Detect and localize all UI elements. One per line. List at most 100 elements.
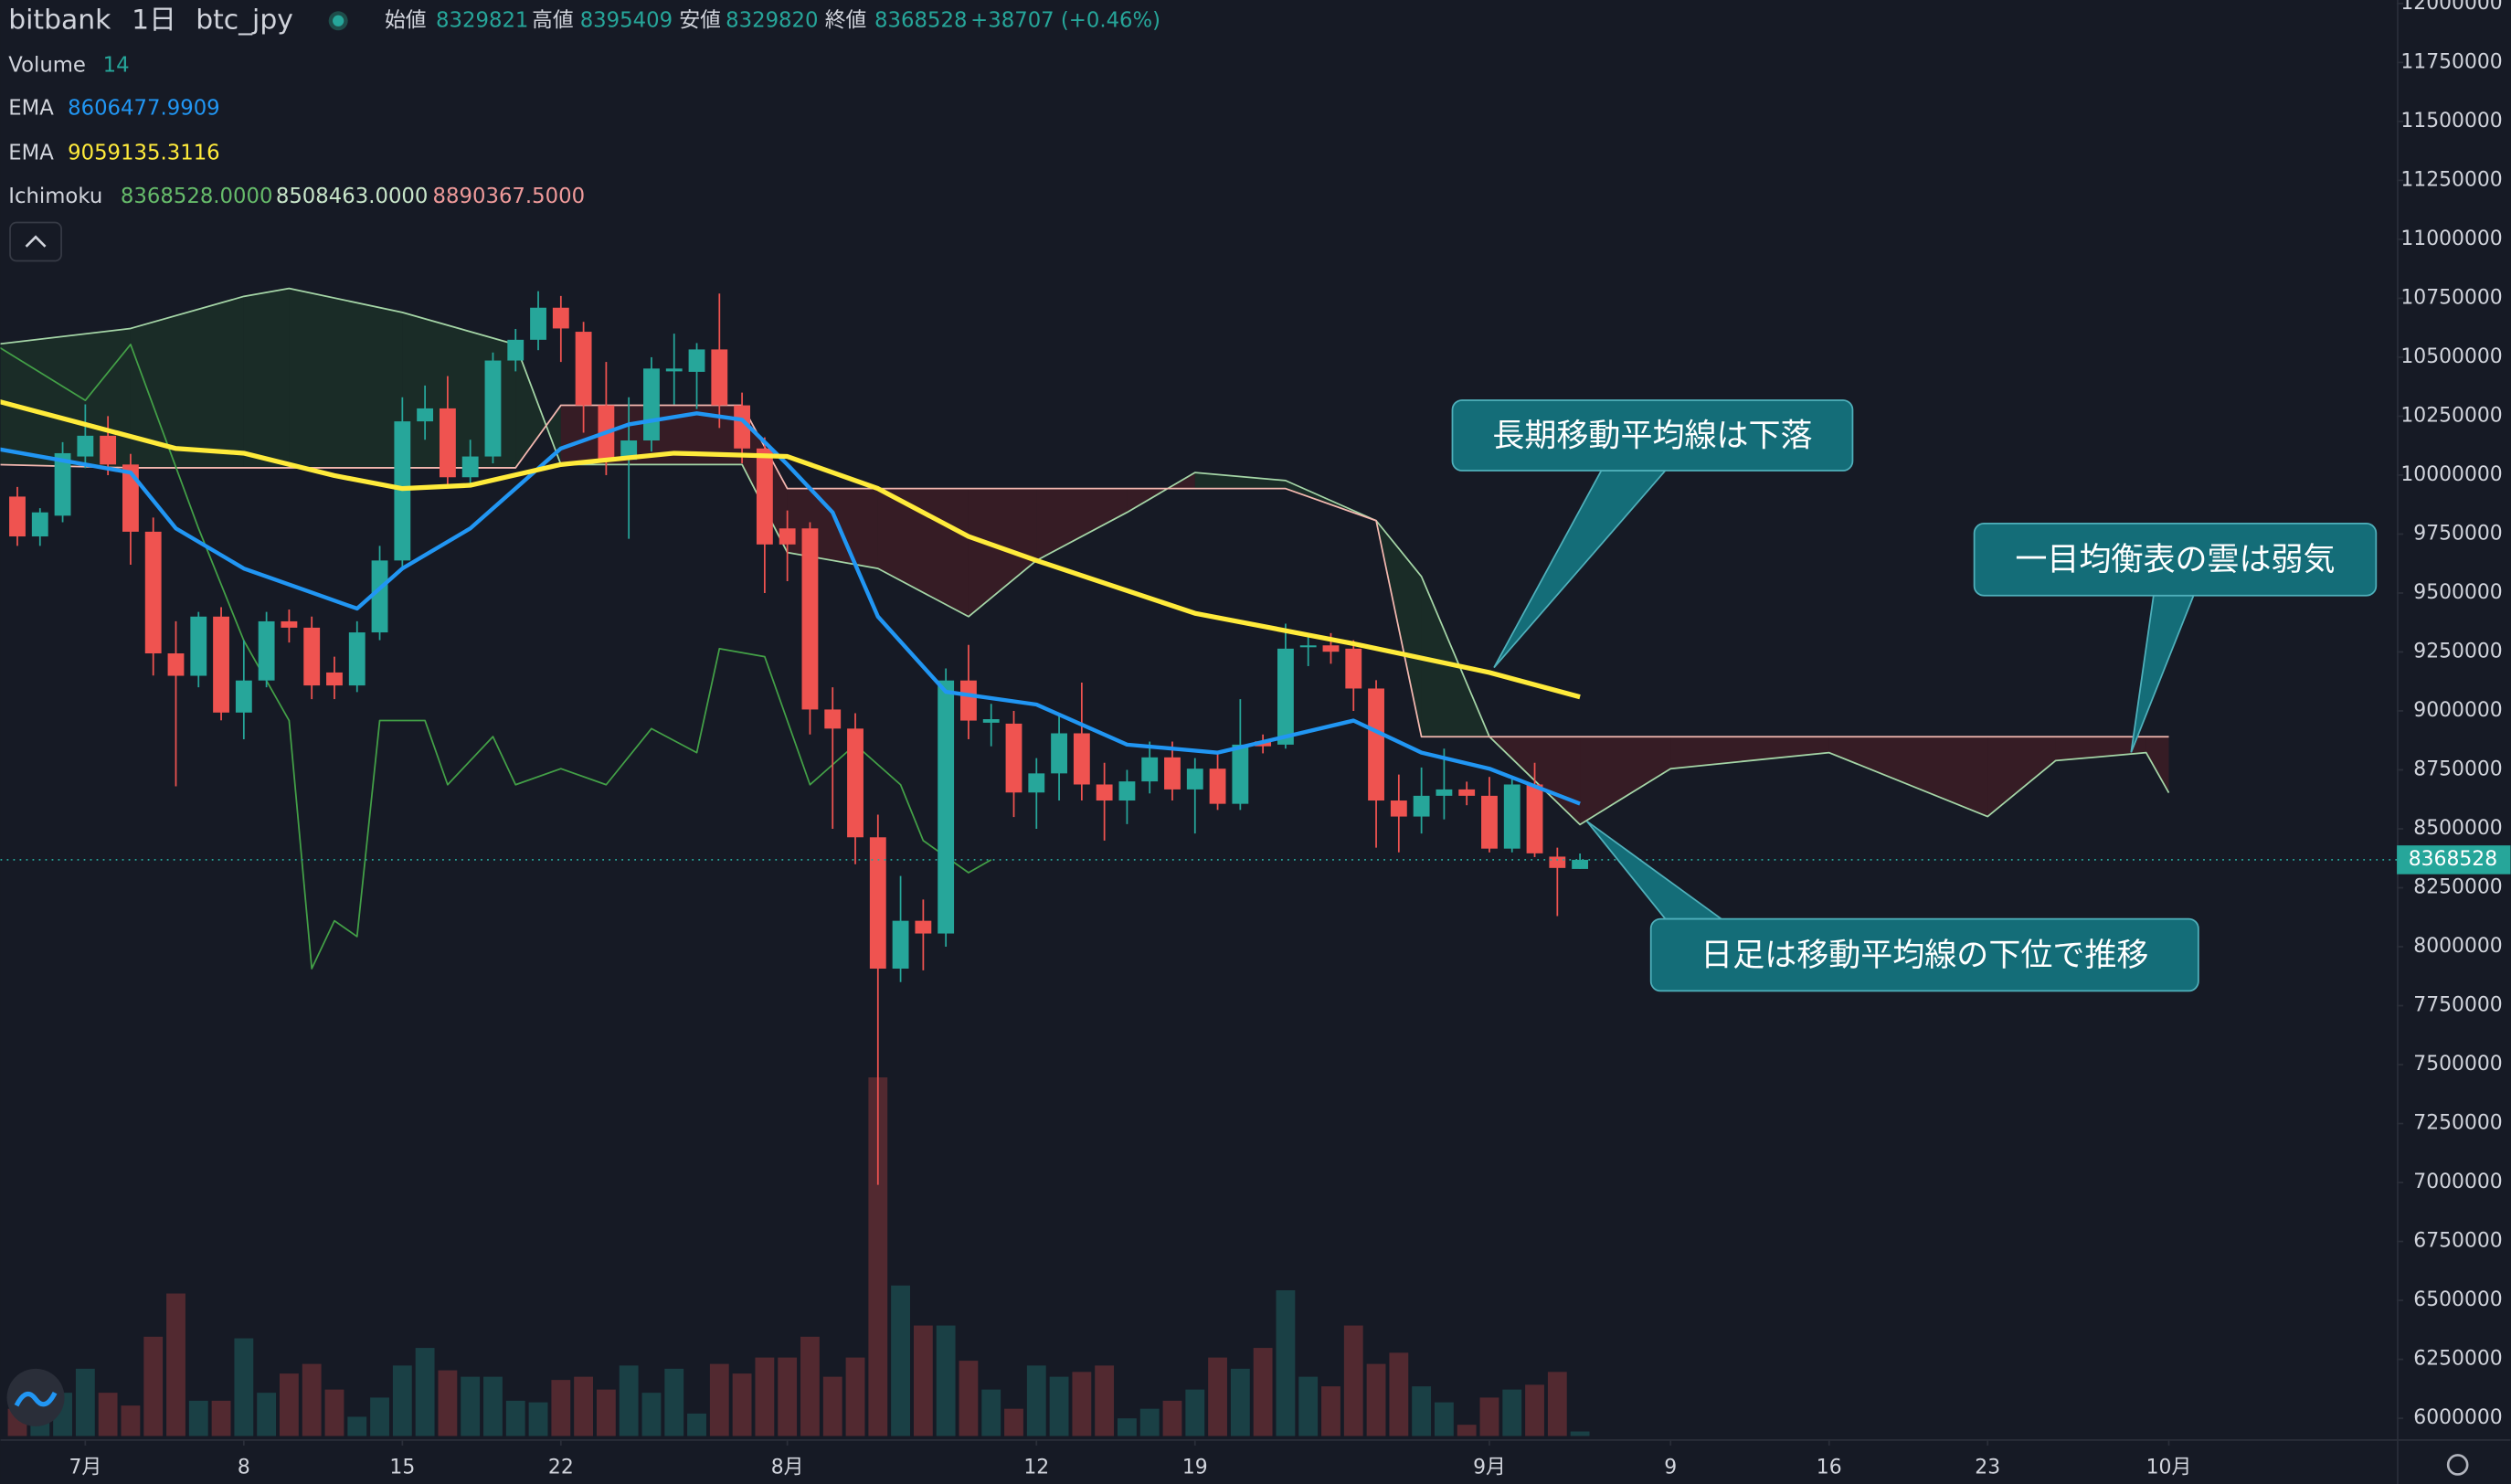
volume-bar xyxy=(302,1363,322,1436)
volume-bar xyxy=(551,1380,571,1436)
volume-bar xyxy=(1412,1386,1432,1436)
candle-body xyxy=(960,680,977,721)
candle-body xyxy=(1164,757,1181,790)
y-tick-label: 11250000 xyxy=(2400,168,2502,191)
indicator-value: 8508463.0000 xyxy=(276,185,429,208)
x-tick-label: 22 xyxy=(548,1456,574,1479)
volume-bar xyxy=(619,1365,639,1436)
volume-bar xyxy=(257,1393,277,1436)
candle-body xyxy=(1232,744,1249,804)
y-tick-label: 11500000 xyxy=(2400,110,2502,132)
candle-body xyxy=(122,464,139,532)
collapse-button[interactable] xyxy=(9,221,62,262)
leading-span-a xyxy=(0,287,2170,826)
candle-body xyxy=(213,616,229,713)
cloud-fill xyxy=(1036,488,1128,561)
interval: 1日 xyxy=(132,4,176,36)
x-tick-label: 8月 xyxy=(771,1456,804,1479)
candle-body xyxy=(54,452,71,516)
volume-bar xyxy=(687,1413,706,1436)
candle-body xyxy=(507,339,524,361)
indicator-value: 8606477.9909 xyxy=(68,97,220,121)
y-tick-label: 7250000 xyxy=(2413,1112,2502,1135)
candle-body xyxy=(665,368,683,372)
ohlc-label: 終値 xyxy=(825,8,867,32)
candle-body xyxy=(869,837,886,970)
candle-body xyxy=(1322,645,1340,652)
volume-bar xyxy=(279,1373,299,1436)
y-tick-label: 8000000 xyxy=(2413,935,2502,958)
volume-bar xyxy=(1570,1431,1590,1436)
volume-bar xyxy=(324,1389,344,1436)
indicator-name: EMA xyxy=(8,97,54,121)
cloud-fill xyxy=(1670,737,1829,769)
candle-body xyxy=(31,512,48,537)
candle-body xyxy=(711,349,728,406)
candle-body xyxy=(575,332,592,406)
symbol: btc_jpy xyxy=(196,4,293,36)
candle-body xyxy=(915,920,932,934)
volume-bar xyxy=(1479,1397,1499,1436)
volume-bar xyxy=(732,1373,752,1436)
volume-bar xyxy=(641,1393,662,1436)
x-tick-label: 8 xyxy=(238,1456,250,1479)
candle-body xyxy=(1572,859,1589,869)
candle-body xyxy=(1028,773,1045,793)
volume-bar xyxy=(574,1376,594,1436)
volume-bar xyxy=(981,1389,1001,1436)
volume-bar xyxy=(1389,1352,1409,1436)
volume-bar xyxy=(1434,1402,1454,1436)
y-tick-label: 9000000 xyxy=(2413,699,2502,722)
y-tick-label: 11750000 xyxy=(2400,50,2502,73)
volume-bar xyxy=(868,1077,888,1436)
volume-bar xyxy=(1343,1325,1363,1436)
indicator-name: Ichimoku xyxy=(8,185,102,208)
candle-body xyxy=(1051,733,1067,774)
volume-bar xyxy=(1026,1365,1046,1436)
x-tick-label: 10月 xyxy=(2146,1456,2192,1479)
change: +38707 (+0.46%) xyxy=(970,8,1160,32)
exchange: bitbank xyxy=(8,4,111,36)
y-tick-label: 7750000 xyxy=(2413,994,2502,1017)
logo-mark xyxy=(14,1391,58,1407)
volume-bar xyxy=(755,1357,775,1436)
volume-bar xyxy=(1185,1389,1205,1436)
candle-body xyxy=(1073,733,1090,785)
candle-body xyxy=(892,920,909,970)
candle-body xyxy=(1277,648,1294,745)
callout-text: 長期移動平均線は下落 xyxy=(1492,417,1812,454)
volume-bar xyxy=(528,1402,548,1436)
cloud-fill xyxy=(2055,737,2146,761)
ohlc-value: 8329821 xyxy=(436,8,528,32)
candle-body xyxy=(1209,768,1226,804)
volume-bar xyxy=(1072,1372,1092,1436)
candle-body xyxy=(1436,789,1453,796)
candle-body xyxy=(1345,648,1362,689)
cloud-fill xyxy=(243,288,290,468)
candle-body xyxy=(1390,800,1407,817)
ohlc-label: 高値 xyxy=(532,8,574,32)
candle-body xyxy=(779,528,796,545)
x-tick-label: 16 xyxy=(1817,1456,1842,1479)
volume-bar xyxy=(1298,1376,1319,1436)
ema-line xyxy=(0,411,1581,806)
candle-body xyxy=(1368,688,1384,801)
cloud-fill xyxy=(0,328,131,468)
callout-text: 一目均衡表の雲は弱気 xyxy=(2015,541,2335,578)
overlay: bitbank 1日 btc_jpy 始値 8329821 高値 8395409 安値 8329… xyxy=(6,4,2469,1476)
volume-bar xyxy=(936,1325,956,1436)
y-tick-label: 9750000 xyxy=(2413,522,2502,545)
x-tick-label: 9月 xyxy=(1473,1456,1506,1479)
callout-text: 日足は移動平均線の下位で推移 xyxy=(1700,937,2148,974)
candle-body xyxy=(1118,781,1136,801)
settings-icon[interactable] xyxy=(2446,1454,2469,1476)
callout-box xyxy=(1451,399,1854,472)
volume-bar xyxy=(370,1397,389,1436)
y-tick-label: 8750000 xyxy=(2413,758,2502,780)
price-label-box xyxy=(2397,845,2511,874)
callout-box xyxy=(1973,522,2378,597)
volume-bar xyxy=(98,1393,118,1436)
y-tick-label: 7000000 xyxy=(2413,1171,2502,1193)
indicator-value: 8890367.5000 xyxy=(433,185,586,208)
ohlc-value: 8395409 xyxy=(580,8,673,32)
